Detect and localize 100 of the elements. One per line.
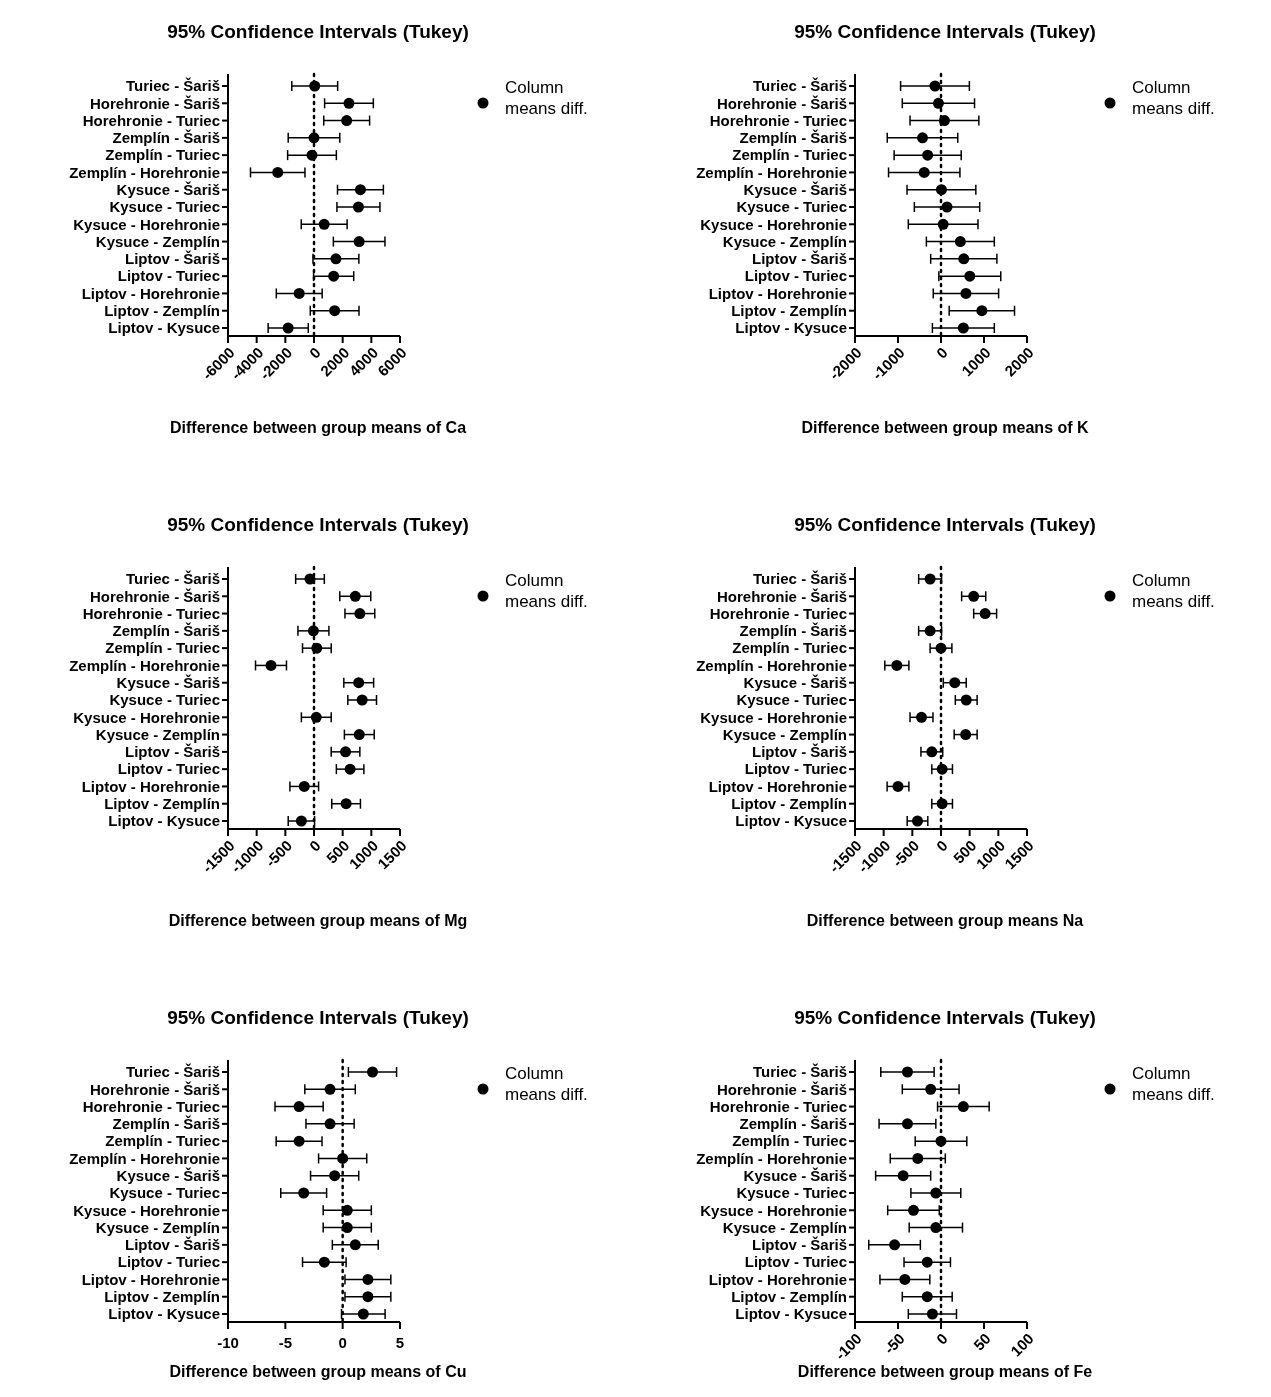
point — [941, 201, 953, 213]
y-tick-label: Kysuce - Šariš — [743, 180, 847, 198]
y-tick-label: Zemplín - Šariš — [739, 622, 847, 640]
chart-title: 95% Confidence Intervals (Tukey) — [167, 21, 469, 42]
y-tick-label: Liptov - Zemplín — [104, 301, 220, 319]
point — [930, 1222, 942, 1234]
point — [337, 1152, 349, 1164]
y-tick-label: Zemplín - Turiec — [105, 146, 220, 164]
point — [309, 80, 321, 92]
y-tick-label: Horehronie - Šariš — [89, 94, 220, 112]
point — [901, 1066, 913, 1078]
y-tick-label: Horehronie - Šariš — [716, 1080, 847, 1098]
y-tick-label: Liptov - Zemplín — [104, 1287, 220, 1305]
y-tick-label: Liptov - Turiec — [117, 267, 220, 285]
x-tick-label: 0 — [932, 343, 951, 362]
y-tick-label: Turiec - Šariš — [753, 77, 847, 95]
x-tick-label: 100 — [1007, 1329, 1037, 1360]
y-tick-label: Zemplín - Šariš — [112, 622, 220, 640]
x-tick-label: 0 — [305, 836, 324, 855]
y-tick-label: Kysuce - Šariš — [743, 673, 847, 691]
chart-title: 95% Confidence Intervals (Tukey) — [167, 1007, 469, 1028]
point — [330, 253, 342, 265]
point — [357, 1308, 369, 1320]
point — [353, 729, 365, 741]
point — [353, 236, 365, 248]
point — [926, 1308, 938, 1320]
point — [957, 1101, 969, 1113]
y-tick-label: Zemplín - Horehronie — [69, 1149, 220, 1167]
y-tick-label: Horehronie - Šariš — [89, 587, 220, 605]
point — [311, 642, 323, 654]
point — [306, 149, 318, 161]
point — [353, 677, 365, 689]
y-tick-label: Horehronie - Turiec — [709, 1097, 847, 1115]
point — [949, 677, 961, 689]
point — [343, 97, 355, 109]
y-tick-label: Kysuce - Turiec — [736, 1184, 847, 1202]
point — [310, 711, 322, 723]
y-tick-label: Zemplín - Horehronie — [696, 1149, 847, 1167]
y-tick-label: Kysuce - Šariš — [116, 1166, 220, 1184]
x-axis-title: Difference between group means of Ca — [169, 419, 467, 436]
point — [889, 1239, 901, 1251]
y-tick-label: Kysuce - Zemplín — [722, 1218, 847, 1236]
point — [891, 659, 903, 671]
point — [293, 1101, 305, 1113]
y-tick-label: Liptov - Kysuce — [108, 319, 220, 337]
y-tick-label: Liptov - Kysuce — [108, 812, 220, 830]
y-tick-label: Kysuce - Horehronie — [700, 708, 847, 726]
chart-title: 95% Confidence Intervals (Tukey) — [167, 514, 469, 535]
y-tick-label: Kysuce - Zemplín — [722, 725, 847, 743]
point — [349, 1239, 361, 1251]
point — [964, 270, 976, 282]
point — [929, 80, 941, 92]
x-axis-title: Difference between group means of Fe — [797, 1363, 1093, 1380]
point — [366, 1066, 378, 1078]
x-tick-label: 5 — [395, 1334, 405, 1351]
point — [344, 763, 356, 775]
y-tick-label: Liptov - Kysuce — [735, 812, 847, 830]
y-tick-label: Kysuce - Turiec — [736, 691, 847, 709]
y-tick-label: Liptov - Šariš — [751, 1236, 847, 1254]
y-tick-label: Liptov - Kysuce — [735, 1305, 847, 1323]
x-axis-title: Difference between group means of Mg — [168, 912, 468, 929]
point — [340, 746, 352, 758]
y-tick-label: Zemplín - Turiec — [732, 146, 847, 164]
y-tick-label: Kysuce - Zemplín — [722, 232, 847, 250]
y-tick-label: Zemplín - Šariš — [739, 129, 847, 147]
y-tick-label: Liptov - Horehronie — [81, 1270, 220, 1288]
point — [960, 287, 972, 299]
x-tick-label: -10 — [217, 1334, 239, 1351]
point — [362, 1273, 374, 1285]
point — [932, 97, 944, 109]
y-tick-label: Kysuce - Zemplín — [95, 725, 220, 743]
point — [924, 573, 936, 585]
y-tick-label: Horehronie - Šariš — [89, 1080, 220, 1098]
y-tick-label: Kysuce - Šariš — [743, 1166, 847, 1184]
point — [926, 746, 938, 758]
point — [925, 1083, 937, 1095]
y-tick-label: Turiec - Šariš — [126, 570, 220, 588]
point — [282, 322, 294, 334]
x-axis-title: Difference between group means Na — [806, 912, 1084, 929]
y-tick-label: Zemplín - Horehronie — [69, 163, 220, 181]
y-tick-label: Horehronie - Turiec — [82, 604, 220, 622]
y-tick-label: Liptov - Zemplín — [731, 301, 847, 319]
point — [916, 711, 928, 723]
y-tick-label: Liptov - Zemplín — [104, 794, 220, 812]
point — [352, 201, 364, 213]
x-tick-label: 0 — [305, 343, 324, 362]
y-tick-label: Liptov - Horehronie — [81, 777, 220, 795]
point — [976, 305, 988, 317]
y-tick-label: Liptov - Zemplín — [731, 794, 847, 812]
point — [897, 1170, 909, 1182]
y-tick-label: Zemplín - Turiec — [732, 639, 847, 657]
y-tick-label: Kysuce - Horehronie — [73, 708, 220, 726]
point — [957, 322, 969, 334]
x-tick-label: 50 — [970, 1329, 994, 1354]
point — [356, 694, 368, 706]
legend-label: Column means diff. — [1132, 571, 1215, 611]
point — [935, 1135, 947, 1147]
y-tick-label: Liptov - Turiec — [117, 760, 220, 778]
chart-title: 95% Confidence Intervals (Tukey) — [794, 1007, 1096, 1028]
point — [341, 1222, 353, 1234]
